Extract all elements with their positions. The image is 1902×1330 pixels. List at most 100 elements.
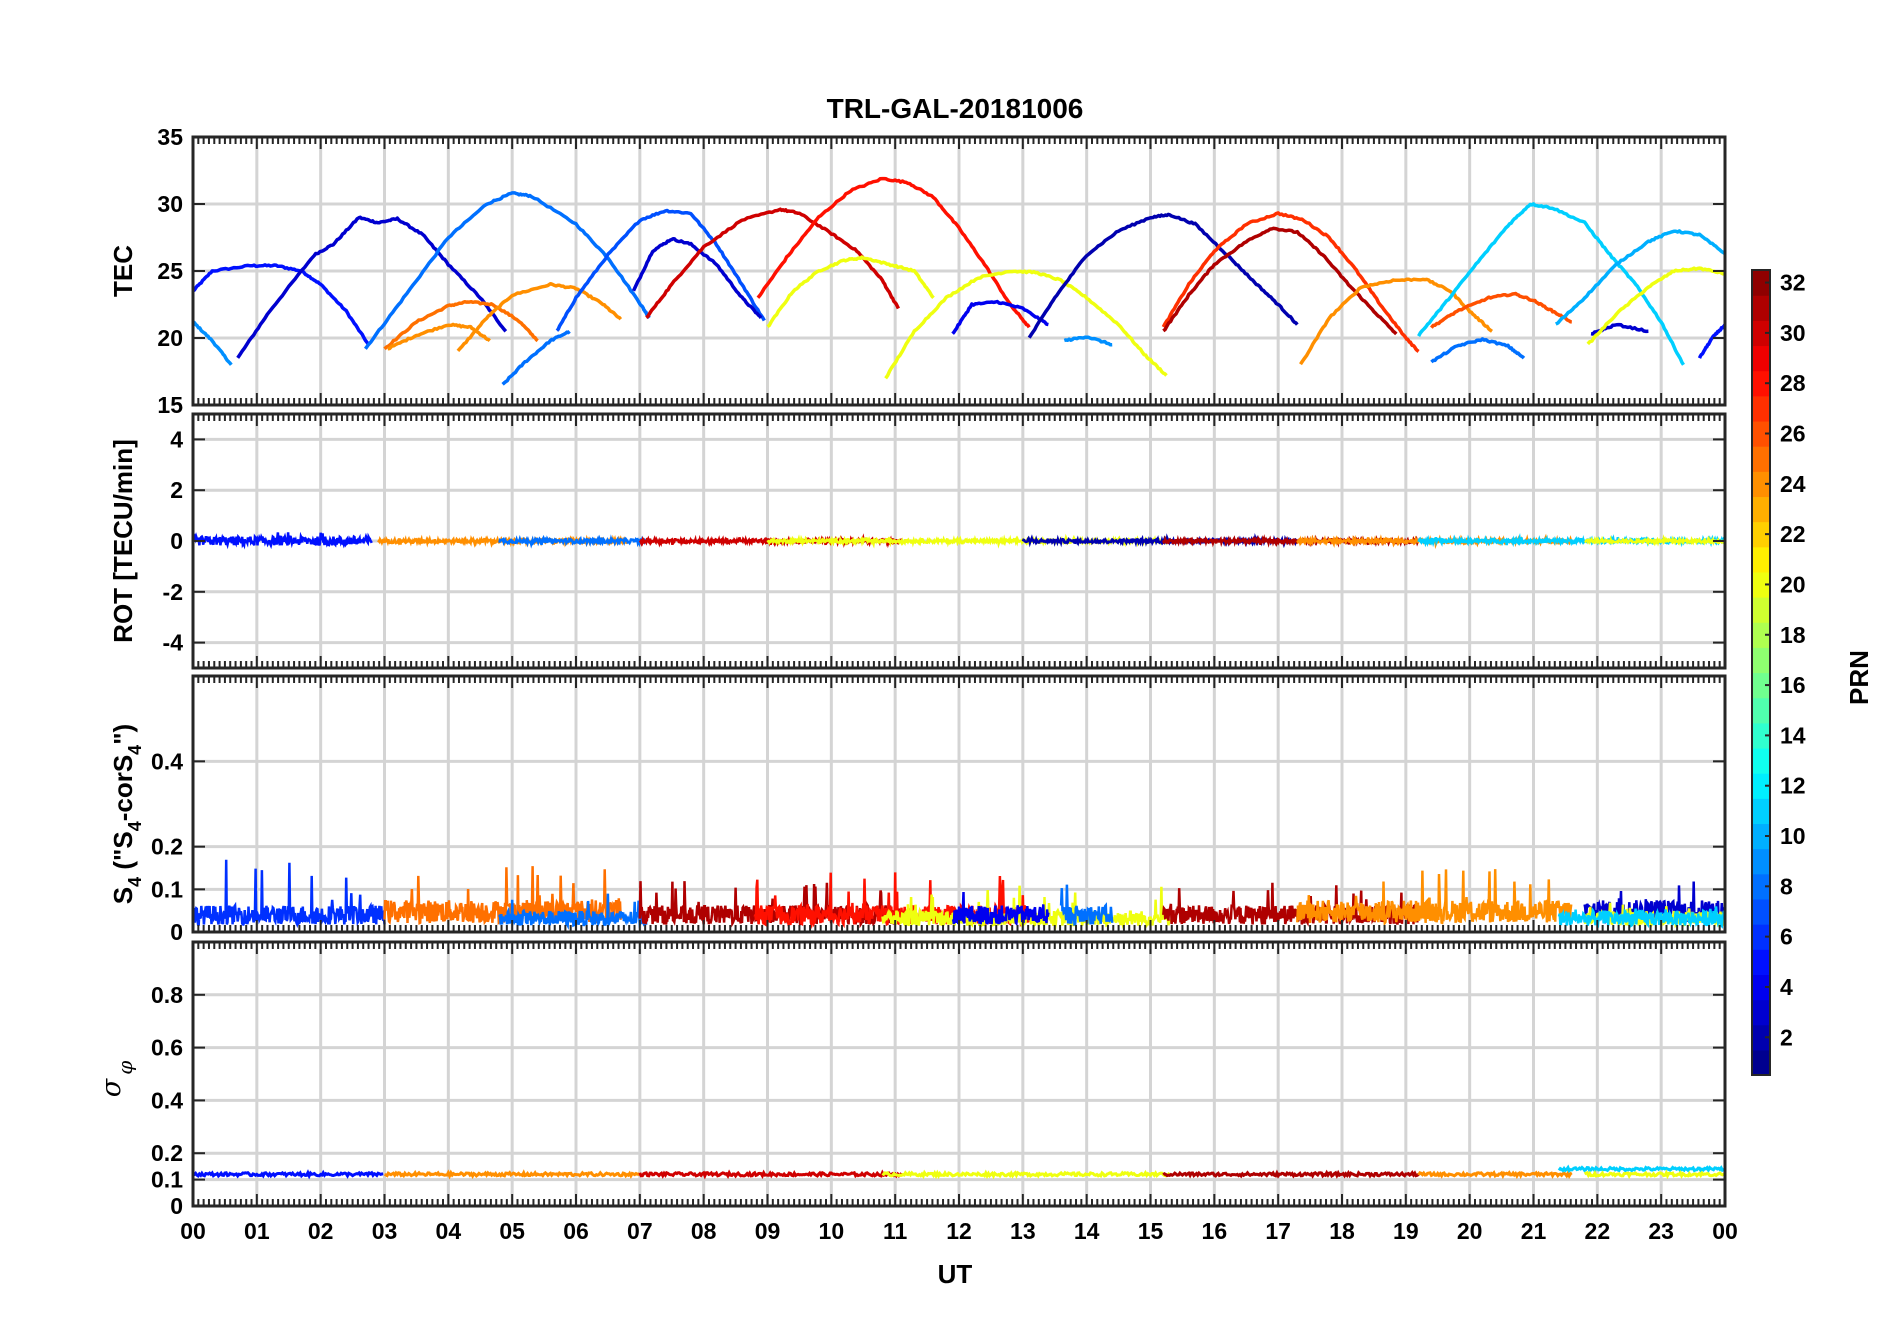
colorbar-segment bbox=[1752, 471, 1770, 498]
colorbar-segment bbox=[1752, 496, 1770, 523]
colorbar-segment bbox=[1752, 647, 1770, 674]
s4-series-prn-24 bbox=[1296, 869, 1573, 927]
tec-series-prn-2 bbox=[1027, 212, 1299, 339]
panel-frame bbox=[191, 674, 1727, 934]
x-tick-label: 18 bbox=[1329, 1218, 1355, 1244]
sigma-series-prn-20 bbox=[1583, 1169, 1725, 1180]
rot-series-prn-5 bbox=[193, 531, 373, 550]
rot-series-prn-20 bbox=[1584, 534, 1725, 547]
x-tick-label: 00 bbox=[1712, 1218, 1738, 1244]
sigma-series-prn-11 bbox=[1557, 1164, 1725, 1174]
x-tick-label: 02 bbox=[308, 1218, 334, 1244]
x-tick-label: 08 bbox=[691, 1218, 717, 1244]
chart-title: TRL-GAL-20181006 bbox=[827, 93, 1084, 124]
tec-series-prn-3 bbox=[236, 215, 508, 359]
colorbar-label: PRN bbox=[1844, 650, 1874, 705]
colorbar-frame bbox=[1751, 269, 1771, 1076]
tec-series-prn-26 bbox=[1430, 291, 1573, 329]
s4-series-prn-25 bbox=[383, 866, 622, 926]
colorbar-tick-label: 8 bbox=[1780, 873, 1793, 899]
colorbar-segment bbox=[1752, 320, 1770, 347]
colorbar-segment bbox=[1752, 999, 1770, 1026]
x-tick-label: 20 bbox=[1457, 1218, 1483, 1244]
colorbar-tick-label: 26 bbox=[1780, 421, 1806, 447]
panel-frame bbox=[191, 412, 1727, 670]
colorbar-segment bbox=[1752, 873, 1770, 900]
y-tick-label: 35 bbox=[157, 124, 183, 150]
x-tick-label: 23 bbox=[1648, 1218, 1674, 1244]
y-tick-label: 0.1 bbox=[151, 1167, 183, 1193]
y-tick-label: -4 bbox=[163, 630, 184, 656]
x-tick-label: 00 bbox=[180, 1218, 206, 1244]
sigma-series-prn-24 bbox=[1417, 1169, 1573, 1180]
y-tick-label: 0 bbox=[170, 919, 183, 945]
colorbar-tick-label: 18 bbox=[1780, 622, 1806, 648]
y-tick-label: 4 bbox=[170, 426, 183, 452]
colorbar-segment bbox=[1752, 395, 1770, 422]
y-axis-label-part: 4 bbox=[125, 877, 145, 887]
colorbar-segment bbox=[1752, 924, 1770, 950]
y-axis-label-part: σ bbox=[96, 1077, 127, 1097]
colorbar-segment bbox=[1752, 597, 1770, 623]
y-tick-label: 0.4 bbox=[151, 748, 183, 774]
x-tick-label: 10 bbox=[819, 1218, 845, 1244]
colorbar-segment bbox=[1752, 546, 1770, 573]
y-axis-label-part: φ bbox=[113, 1061, 137, 1075]
series-group bbox=[193, 859, 1725, 931]
colorbar-tick-label: 14 bbox=[1780, 722, 1806, 748]
tec-series-prn-5 bbox=[1697, 323, 1725, 359]
y-axis-label: S4 ("S4-corS4") bbox=[108, 724, 145, 904]
y-tick-label: 0.2 bbox=[151, 834, 183, 860]
colorbar-segment bbox=[1752, 270, 1770, 296]
colorbar-tick-label: 10 bbox=[1780, 823, 1806, 849]
tec-series-prn-10 bbox=[1554, 229, 1725, 326]
x-tick-label: 09 bbox=[755, 1218, 781, 1244]
s4-series-prn-8 bbox=[498, 893, 648, 930]
y-axis-label-part: 4 bbox=[125, 745, 145, 755]
colorbar-tick-label: 20 bbox=[1780, 571, 1806, 597]
colorbar-segment bbox=[1752, 345, 1770, 372]
panel-rot: -4 -2 0 2 4 ROT [TECU/min] bbox=[108, 412, 1727, 670]
series-group bbox=[193, 176, 1725, 386]
tec-series-prn-8 bbox=[1430, 337, 1526, 364]
colorbar-segment bbox=[1752, 571, 1770, 598]
sigma-series-prn-24 bbox=[384, 1169, 641, 1180]
sigma-series-prn-30 bbox=[638, 1169, 903, 1180]
tec-series-prn-4 bbox=[951, 299, 1049, 335]
x-tick-label: 19 bbox=[1393, 1218, 1419, 1244]
colorbar-segment bbox=[1752, 747, 1770, 774]
x-tick-label: 13 bbox=[1010, 1218, 1036, 1244]
panel-frame bbox=[191, 940, 1727, 1208]
colorbar-tick-label: 30 bbox=[1780, 320, 1806, 346]
x-tick-label: 07 bbox=[627, 1218, 653, 1244]
tec-series-prn-20 bbox=[884, 269, 1168, 380]
tec-series-prn-5 bbox=[193, 263, 370, 346]
colorbar-segment bbox=[1752, 697, 1770, 724]
y-tick-label: 20 bbox=[157, 325, 183, 351]
y-axis-label: TEC bbox=[108, 245, 138, 297]
tec-series-prn-31 bbox=[1162, 226, 1398, 336]
series-group bbox=[193, 1164, 1725, 1180]
y-axis-label-part: ("S bbox=[108, 831, 138, 877]
colorbar-segment bbox=[1752, 370, 1770, 397]
x-tick-label: 03 bbox=[372, 1218, 398, 1244]
y-axis-label-part: 4 bbox=[125, 821, 145, 831]
tec-series-prn-11 bbox=[1417, 202, 1685, 366]
x-tick-label: 21 bbox=[1521, 1218, 1547, 1244]
tec-series-prn-24 bbox=[456, 281, 623, 353]
colorbar-segment bbox=[1752, 1049, 1770, 1076]
y-axis-label-part: S bbox=[108, 887, 138, 904]
y-tick-label: 15 bbox=[157, 392, 183, 418]
colorbar-tick-label: 12 bbox=[1780, 773, 1806, 799]
colorbar-segment bbox=[1752, 295, 1770, 321]
y-tick-label: 0.2 bbox=[151, 1140, 183, 1166]
colorbar-segment bbox=[1752, 446, 1770, 472]
y-tick-label: 25 bbox=[157, 258, 183, 284]
panel-sigma: 00.10.2 0.4 0.6 0.8 σφ 00 01 02 03 04 05 06 07 08 09 10… bbox=[96, 940, 1738, 1244]
colorbar-segment bbox=[1752, 521, 1770, 548]
sigma-series-prn-20 bbox=[881, 1169, 1171, 1180]
sigma-series-prn-31 bbox=[1162, 1169, 1420, 1179]
colorbar-tick-label: 2 bbox=[1780, 1024, 1793, 1050]
colorbar-tick-label: 6 bbox=[1780, 924, 1793, 950]
